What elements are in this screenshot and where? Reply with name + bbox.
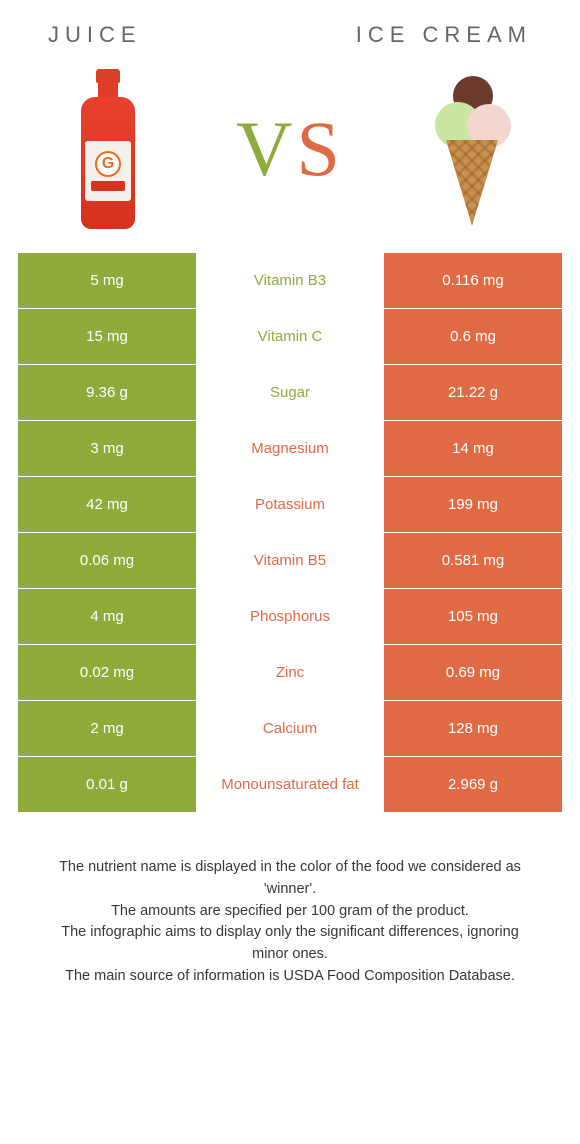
nutrient-label: Phosphorus <box>196 589 384 644</box>
nutrient-label: Vitamin C <box>196 309 384 364</box>
table-row: 2 mgCalcium128 mg <box>18 701 562 757</box>
left-value: 9.36 g <box>18 365 196 420</box>
right-value: 0.6 mg <box>384 309 562 364</box>
footnote-line: The main source of information is USDA F… <box>42 966 538 988</box>
right-value: 21.22 g <box>384 365 562 420</box>
right-value: 2.969 g <box>384 757 562 812</box>
right-value: 105 mg <box>384 589 562 644</box>
nutrient-label: Magnesium <box>196 421 384 476</box>
food-title-right: ICE CREAM <box>356 22 532 48</box>
juice-image: G <box>48 64 168 234</box>
right-value: 0.581 mg <box>384 533 562 588</box>
left-value: 3 mg <box>18 421 196 476</box>
right-value: 14 mg <box>384 421 562 476</box>
bottle-icon: G <box>81 69 135 229</box>
nutrient-label: Vitamin B5 <box>196 533 384 588</box>
left-value: 4 mg <box>18 589 196 644</box>
nutrient-label: Potassium <box>196 477 384 532</box>
right-value: 128 mg <box>384 701 562 756</box>
icecream-image <box>412 64 532 234</box>
left-value: 42 mg <box>18 477 196 532</box>
table-row: 3 mgMagnesium14 mg <box>18 421 562 477</box>
nutrient-label: Vitamin B3 <box>196 253 384 308</box>
icecream-icon <box>427 64 517 234</box>
vs-label: VS <box>236 104 344 194</box>
left-value: 0.01 g <box>18 757 196 812</box>
nutrient-label: Zinc <box>196 645 384 700</box>
right-value: 0.69 mg <box>384 645 562 700</box>
table-row: 0.02 mgZinc0.69 mg <box>18 645 562 701</box>
nutrient-label: Sugar <box>196 365 384 420</box>
table-row: 4 mgPhosphorus105 mg <box>18 589 562 645</box>
table-row: 0.06 mgVitamin B50.581 mg <box>18 533 562 589</box>
footnote-line: The infographic aims to display only the… <box>42 922 538 966</box>
vs-s: S <box>296 105 343 192</box>
table-row: 42 mgPotassium199 mg <box>18 477 562 533</box>
left-value: 2 mg <box>18 701 196 756</box>
nutrient-label: Calcium <box>196 701 384 756</box>
hero-row: G VS <box>0 58 580 253</box>
left-value: 0.06 mg <box>18 533 196 588</box>
food-title-left: JUICE <box>48 22 142 48</box>
header: JUICE ICE CREAM <box>0 0 580 58</box>
vs-v: V <box>236 105 296 192</box>
right-value: 199 mg <box>384 477 562 532</box>
right-value: 0.116 mg <box>384 253 562 308</box>
nutrient-label: Monounsaturated fat <box>196 757 384 812</box>
left-value: 15 mg <box>18 309 196 364</box>
nutrient-table: 5 mgVitamin B30.116 mg15 mgVitamin C0.6 … <box>0 253 580 813</box>
table-row: 0.01 gMonounsaturated fat2.969 g <box>18 757 562 813</box>
footnotes: The nutrient name is displayed in the co… <box>0 813 580 988</box>
left-value: 5 mg <box>18 253 196 308</box>
table-row: 5 mgVitamin B30.116 mg <box>18 253 562 309</box>
footnote-line: The nutrient name is displayed in the co… <box>42 857 538 901</box>
footnote-line: The amounts are specified per 100 gram o… <box>42 901 538 923</box>
left-value: 0.02 mg <box>18 645 196 700</box>
table-row: 15 mgVitamin C0.6 mg <box>18 309 562 365</box>
table-row: 9.36 gSugar21.22 g <box>18 365 562 421</box>
